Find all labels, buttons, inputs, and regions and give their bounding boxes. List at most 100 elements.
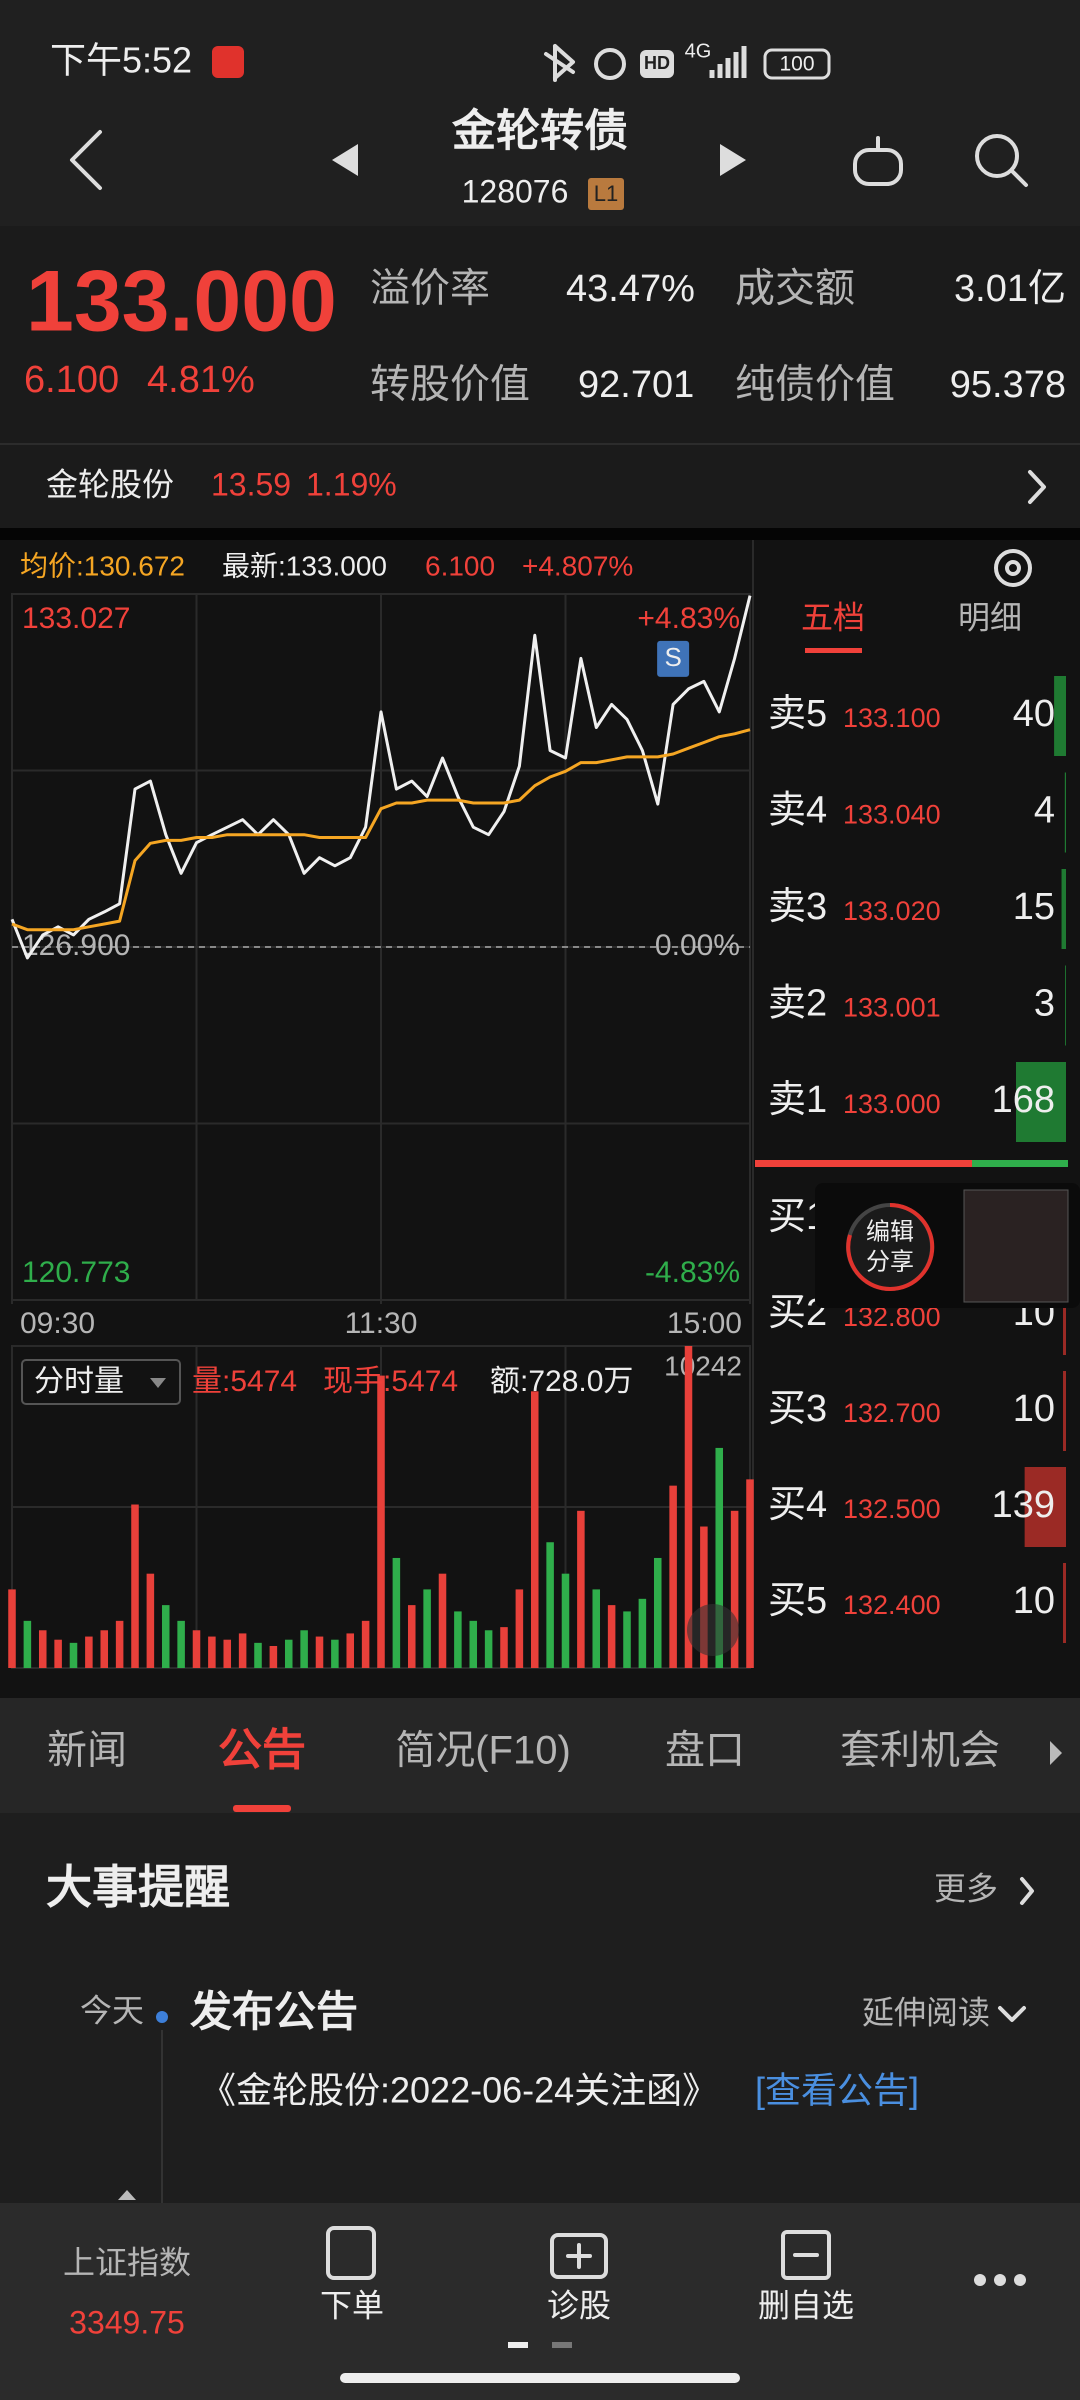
volume-bar [346,1633,355,1668]
price-line [11,728,751,932]
expand-button[interactable] [687,1604,739,1656]
more-link[interactable]: 更多 [934,1870,998,1906]
volume-bar [684,1346,693,1668]
volume-bar [284,1639,293,1668]
nav-label[interactable]: 下单 [320,2287,384,2323]
book-tab[interactable]: 明细 [958,599,1022,635]
tabs-more[interactable] [1050,1741,1062,1765]
chart-change: 6.100 [425,550,495,581]
volume-bar [500,1627,508,1668]
volume-bar [530,1391,539,1668]
book-price: 133.000 [843,1089,941,1119]
field-label: 溢价率 [370,267,490,311]
book-qty: 168 [992,1079,1055,1121]
volume-bar [546,1542,554,1668]
volume-bar [454,1611,462,1668]
volume-bar [515,1589,524,1668]
volume-bar [730,1510,739,1668]
volume-bar [177,1620,185,1668]
status-time: 下午5:52 [50,40,192,81]
volume-bar [423,1589,431,1668]
share-ring-progress [846,1202,935,1291]
event-date: 今天 [80,1992,144,2028]
field-label: 转股价值 [370,363,530,407]
underlying-stock-row[interactable]: 金轮股份 13.59 1.19% [46,466,1046,504]
book-tab-active[interactable]: 五档 [801,599,865,635]
book-tab-underline [805,648,862,653]
volume-bar [161,1605,170,1668]
read-more[interactable]: 延伸阅读 [862,1994,990,2030]
book-price: 133.040 [843,800,941,830]
search-button[interactable] [975,134,1019,178]
book-qty-bar [1063,1371,1066,1451]
field-value: 92.701 [578,364,694,406]
robot-button[interactable] [853,136,903,186]
volume-bar [223,1639,232,1668]
level-badge [588,178,624,210]
index-value: 3349.75 [69,2304,185,2340]
nav-label[interactable]: 删自选 [758,2287,854,2323]
alarm-icon [594,48,626,80]
volume-selector-box[interactable] [21,1359,181,1405]
volume-bar [38,1630,47,1668]
volume-bar [115,1620,124,1668]
book-qty: 15 [1013,886,1055,928]
tab[interactable]: 盘口 [665,1729,745,1773]
tab[interactable]: 新闻 [47,1729,127,1773]
event-link[interactable]: [查看公告] [755,2070,919,2111]
volume-bar [638,1598,647,1668]
settings-button[interactable] [994,549,1032,587]
volume-bar [315,1636,324,1668]
ratio-bar-bid [755,1160,972,1167]
book-price: 132.500 [843,1494,941,1524]
search-handle [1010,169,1028,187]
remove-icon [781,2230,831,2280]
volume-bar [715,1447,724,1668]
nav-label[interactable]: 诊股 [547,2287,611,2323]
tab[interactable]: 简况(F10) [395,1729,571,1773]
y2-tick-label: +4.83% [637,602,740,635]
tab[interactable]: 套利机会 [840,1729,1000,1773]
field-value: 43.47% [566,268,695,310]
share-widget[interactable]: 编辑 分享 [815,1183,1080,1308]
signal-icon [709,46,747,78]
book-label: 卖4 [768,790,827,832]
book-price: 133.100 [843,703,941,733]
signal-marker [657,640,690,677]
timeline-dot [156,2011,168,2023]
more-button[interactable] [974,2274,1026,2286]
book-qty-bar [1063,1275,1066,1355]
volume-selector: 分时量 [34,1365,124,1398]
tab-active[interactable]: 公告 [218,1726,306,1775]
y-tick-label: 133.027 [22,602,130,635]
read-more-chevron [998,2006,1026,2022]
book-label: 卖3 [768,886,827,928]
event-content: 《金轮股份:2022-06-24关注函》 [200,2070,718,2111]
bluetooth-icon [544,44,575,82]
back-button[interactable] [70,130,102,190]
volume-bar [208,1636,216,1668]
book-price: 133.001 [843,993,941,1023]
volume-bar [331,1639,339,1668]
security-code: 128076 [462,173,569,209]
separator [0,528,1080,540]
volume-bar [607,1605,616,1668]
nav-label[interactable]: 上证指数 [63,2244,191,2280]
volume-bar [8,1589,16,1668]
book-qty-bar [1065,965,1066,1046]
next-button[interactable] [720,144,746,176]
book-label: 买4 [768,1484,827,1526]
book-qty: 10 [1013,1580,1055,1622]
network-type: 4G [685,40,712,62]
book-qty-bar [1054,676,1066,756]
book-qty-bar [1016,1062,1066,1142]
book-label: 卖5 [768,693,827,735]
prev-button[interactable] [332,144,358,176]
price-change-pct: 4.81% [147,359,255,401]
volume-bar [700,1526,708,1668]
book-qty: 3 [1034,983,1055,1025]
top-bar-bg [0,0,1080,226]
volume-stat: 现手:5474 [323,1365,458,1398]
diagnose-plus [566,2243,592,2269]
selector-caret [150,1378,166,1388]
